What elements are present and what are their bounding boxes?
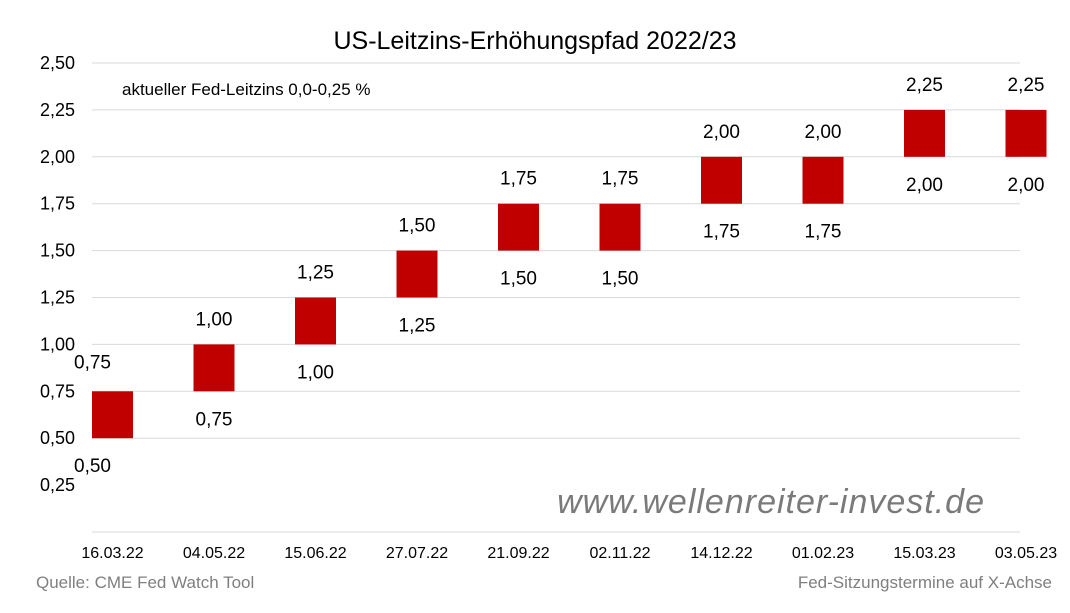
high-value-label: 2,25 [1008,75,1045,96]
current-rate-note: aktueller Fed-Leitzins 0,0-0,25 % [122,80,371,99]
y-tick-label: 2,50 [40,53,75,73]
rate-bar [904,109,945,157]
high-value-label: 2,25 [906,75,943,96]
y-tick-label: 1,00 [40,334,75,354]
chart-title: US-Leitzins-Erhöhungspfad 2022/23 [333,27,736,55]
high-value-label: 2,00 [805,122,842,143]
rate-bar [498,203,539,251]
y-tick-label: 1,50 [40,241,75,261]
rate-bar [396,250,438,298]
low-value-label: 1,50 [602,269,639,290]
y-tick-label: 0,75 [40,381,75,401]
low-value-label: 1,50 [500,269,537,290]
rate-bar [1005,109,1047,157]
low-value-label: 1,75 [703,222,740,243]
high-value-label: 2,00 [703,122,740,143]
x-tick-label: 14.12.22 [690,545,752,562]
data-labels: 0,75 0,50 1,00 0,75 1,25 1,00 1,50 1,25 1,75 1,50… [74,75,1044,477]
x-tick-label: 02.11.22 [589,545,650,562]
rate-bar [599,203,641,251]
rate-bar [701,156,742,204]
low-value-label: 1,75 [805,222,842,243]
low-value-label: 1,25 [399,316,436,337]
rate-bar [92,391,133,439]
y-tick-label: 2,25 [40,100,75,120]
y-tick-label: 1,25 [40,288,75,308]
high-value-label: 1,75 [500,169,537,190]
y-tick-label: 0,25 [40,475,75,495]
y-axis-ticks: 0,25 0,50 0,75 1,00 1,25 1,50 1,75 2,00 2,25 2,50 [40,53,75,495]
high-value-label: 1,25 [297,263,334,284]
grid [92,62,1020,533]
bars [92,109,1047,439]
x-tick-label: 15.06.22 [284,545,346,562]
y-tick-label: 2,00 [40,147,75,167]
high-value-label: 1,00 [196,309,233,330]
x-axis-title: Fed-Sitzungstermine auf X-Achse [798,573,1052,592]
y-tick-label: 0,50 [40,428,75,448]
rate-bar [193,344,235,392]
x-axis-ticks: 16.03.22 04.05.22 15.06.22 27.07.22 21.09.22… [81,545,1057,562]
rate-bar [295,297,336,345]
x-tick-label: 21.09.22 [487,545,549,562]
x-tick-label: 27.07.22 [386,545,448,562]
y-tick-label: 1,75 [40,194,75,214]
high-value-label: 0,75 [74,352,111,373]
x-tick-label: 15.03.23 [893,545,955,562]
high-value-label: 1,50 [399,216,436,237]
x-tick-label: 16.03.22 [81,545,143,562]
low-value-label: 0,75 [196,409,233,430]
low-value-label: 2,00 [906,175,943,196]
low-value-label: 0,50 [74,456,111,477]
high-value-label: 1,75 [602,169,639,190]
source-note: Quelle: CME Fed Watch Tool [36,573,254,592]
x-tick-label: 03.05.23 [995,545,1057,562]
low-value-label: 1,00 [297,362,334,383]
x-tick-label: 01.02.23 [792,545,854,562]
rate-bar [802,156,844,204]
low-value-label: 2,00 [1008,175,1045,196]
x-tick-label: 04.05.22 [183,545,245,562]
watermark: www.wellenreiter-invest.de [557,483,985,521]
